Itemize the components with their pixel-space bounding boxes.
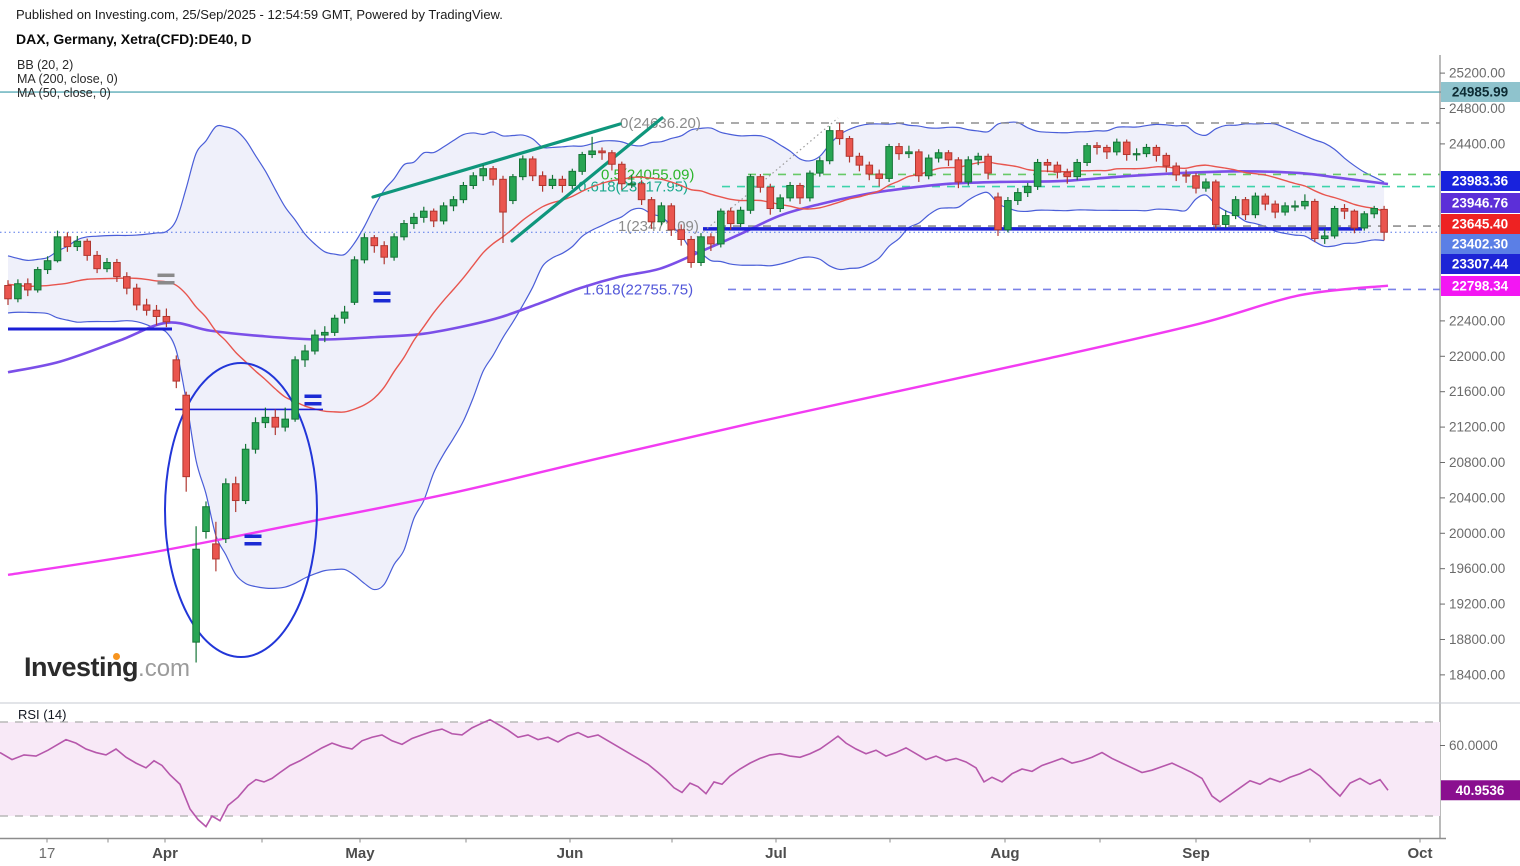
rsi-line (0, 718, 1389, 828)
price-axis: 25200.00 24800.00 24400.00 22400.00 22000.00… (1439, 55, 1520, 839)
price-badge-label: 24985.99 (1452, 85, 1508, 100)
rsi-panel: RSI (14) 60.0000 40.9536 (0, 707, 1520, 828)
fib-label: 0(24636.20) (620, 115, 701, 132)
bb-basis-line (7, 161, 1385, 413)
rsi-badge-label: 40.9536 (1456, 783, 1505, 798)
price-tick-label: 24400.00 (1449, 136, 1505, 151)
price-tick-label: 20000.00 (1449, 526, 1505, 541)
price-tick-label: 20400.00 (1449, 490, 1505, 505)
price-tick-label: 24800.00 (1449, 101, 1505, 116)
candles (4, 122, 1388, 663)
price-badge (1441, 214, 1520, 234)
time-axis-label: 17 (39, 845, 56, 862)
time-axis-label: Jun (557, 845, 584, 862)
time-axis-label: Oct (1407, 845, 1432, 862)
rsi-badge (1441, 780, 1520, 801)
bollinger-bands (7, 121, 1385, 591)
time-axis-label: Aug (990, 845, 1019, 862)
ma200-line (7, 284, 1389, 577)
price-badge (1441, 193, 1520, 213)
indicator-legend: BB (20, 2) MA (200, close, 0) MA (50, cl… (17, 58, 118, 100)
fib-label: 0.618(23917.95) (578, 179, 688, 196)
analyst-drawings (157, 116, 839, 659)
logo-orange-dot-icon (113, 653, 120, 660)
time-axis: 17 Apr May Jun Jul Aug Sep Oct (0, 837, 1446, 862)
price-tick-label: 21600.00 (1449, 384, 1505, 399)
price-badge (1441, 254, 1520, 274)
price-badge (1441, 171, 1520, 191)
price-badge-label: 22798.34 (1452, 279, 1509, 294)
price-tick-label: 25200.00 (1449, 66, 1505, 81)
time-axis-label: Sep (1182, 845, 1210, 862)
price-badge-label: 23983.36 (1452, 174, 1509, 189)
price-tick-label: 22400.00 (1449, 313, 1505, 328)
price-tick-label: 21200.00 (1449, 420, 1505, 435)
price-badge (1441, 82, 1520, 102)
ma50-line (7, 170, 1389, 374)
logo-suffix-text: .com (138, 655, 191, 682)
price-badge (1441, 234, 1520, 254)
investing-logo: Investing.com (24, 652, 190, 683)
time-axis-label: May (345, 845, 375, 862)
price-badge-label: 23645.40 (1452, 217, 1508, 232)
price-tick-label: 19200.00 (1449, 597, 1505, 612)
legend-bb[interactable]: BB (20, 2) (17, 58, 74, 72)
legend-ma50[interactable]: MA (50, close, 0) (17, 86, 111, 100)
published-line: Published on Investing.com, 25/Sep/2025 … (16, 7, 503, 22)
price-badge (1441, 276, 1520, 296)
price-badge-label: 23402.30 (1452, 237, 1508, 252)
legend-ma200[interactable]: MA (200, close, 0) (17, 72, 118, 86)
time-axis-label: Jul (765, 845, 787, 862)
fib-label: 1.618(22755.75) (583, 281, 693, 298)
logo-brand-text: Investing (24, 652, 139, 682)
price-badge-label: 23946.76 (1452, 196, 1509, 211)
price-tick-label: 18400.00 (1449, 667, 1505, 682)
time-axis-label: Apr (152, 845, 178, 862)
price-tick-label: 19600.00 (1449, 561, 1505, 576)
price-tick-label: 18800.00 (1449, 632, 1505, 647)
instrument-title: DAX, Germany, Xetra(CFD):DE40, D (16, 31, 252, 47)
price-tick-label: 22000.00 (1449, 349, 1505, 364)
rsi-tick-label: 60.0000 (1449, 738, 1498, 753)
rsi-legend[interactable]: RSI (14) (18, 707, 66, 722)
price-tick-label: 20800.00 (1449, 455, 1505, 470)
crash-ellipse (164, 362, 318, 659)
price-badge-label: 23307.44 (1452, 257, 1509, 272)
